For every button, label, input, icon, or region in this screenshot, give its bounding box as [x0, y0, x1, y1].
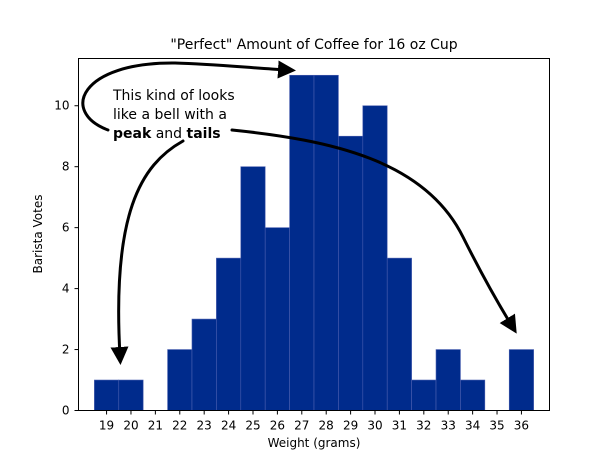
bar-33 — [435, 349, 461, 411]
annotation-line-2: like a bell with a — [113, 107, 227, 123]
x-tick-label: 27 — [294, 419, 309, 433]
x-tick-label: 36 — [514, 419, 529, 433]
y-tick-label: 4 — [62, 282, 70, 296]
bar-30 — [362, 105, 388, 411]
bar-22 — [167, 349, 193, 411]
annotation-and-word: and — [151, 126, 186, 142]
x-tick-label: 19 — [99, 419, 114, 433]
x-tick-label: 20 — [123, 419, 138, 433]
bar-23 — [191, 318, 217, 411]
bar-36 — [508, 349, 534, 411]
bar-24 — [216, 257, 242, 411]
y-tick-label: 0 — [62, 404, 70, 418]
x-tick-label: 28 — [319, 419, 334, 433]
bar-19 — [94, 379, 120, 411]
annotation-tails-word: tails — [187, 126, 221, 142]
annotation-text: This kind of looks like a bell with a pe… — [112, 88, 239, 142]
bars-group — [94, 74, 534, 411]
annotation-peak-word: peak — [113, 126, 152, 142]
bar-32 — [411, 379, 437, 411]
x-tick-label: 32 — [416, 419, 431, 433]
y-tick-label: 6 — [62, 221, 70, 235]
y-tick-label: 8 — [62, 160, 70, 174]
bar-28 — [313, 74, 339, 411]
x-tick-label: 34 — [465, 419, 480, 433]
x-tick-label: 29 — [343, 419, 358, 433]
bar-29 — [338, 135, 364, 411]
plot-frame — [78, 58, 550, 411]
x-tick-label: 30 — [367, 419, 382, 433]
y-tick-label: 2 — [62, 343, 70, 357]
arrow-to-peak — [81, 60, 296, 132]
bar-25 — [240, 166, 266, 411]
chart-title: "Perfect" Amount of Coffee for 16 oz Cup — [170, 37, 457, 53]
bar-20 — [118, 379, 144, 411]
arrow-to-left-tail — [110, 139, 185, 365]
x-tick-label: 25 — [245, 419, 260, 433]
arrow-to-right-tail — [230, 128, 517, 334]
x-tick-label: 26 — [270, 419, 285, 433]
bar-34 — [460, 379, 486, 411]
annotation-line-1: This kind of looks — [112, 88, 235, 104]
x-axis-label: Weight (grams) — [268, 436, 361, 450]
x-tick-label: 24 — [221, 419, 236, 433]
x-tick-label: 21 — [148, 419, 163, 433]
x-tick-label: 23 — [197, 419, 212, 433]
x-tick-label: 31 — [392, 419, 407, 433]
x-tick-label: 35 — [489, 419, 504, 433]
bar-26 — [264, 227, 290, 411]
x-tick-label: 33 — [441, 419, 456, 433]
y-axis-ticks: 0 2 4 6 8 10 — [54, 99, 79, 418]
y-axis-label: Barista Votes — [31, 195, 45, 274]
bar-31 — [386, 257, 412, 411]
x-axis-ticks: 19 20 21 22 23 24 25 26 27 28 29 30 31 32 33 34 35 36 — [99, 410, 529, 433]
x-tick-label: 22 — [172, 419, 187, 433]
bar-27 — [289, 74, 315, 411]
y-tick-label: 10 — [54, 99, 69, 113]
